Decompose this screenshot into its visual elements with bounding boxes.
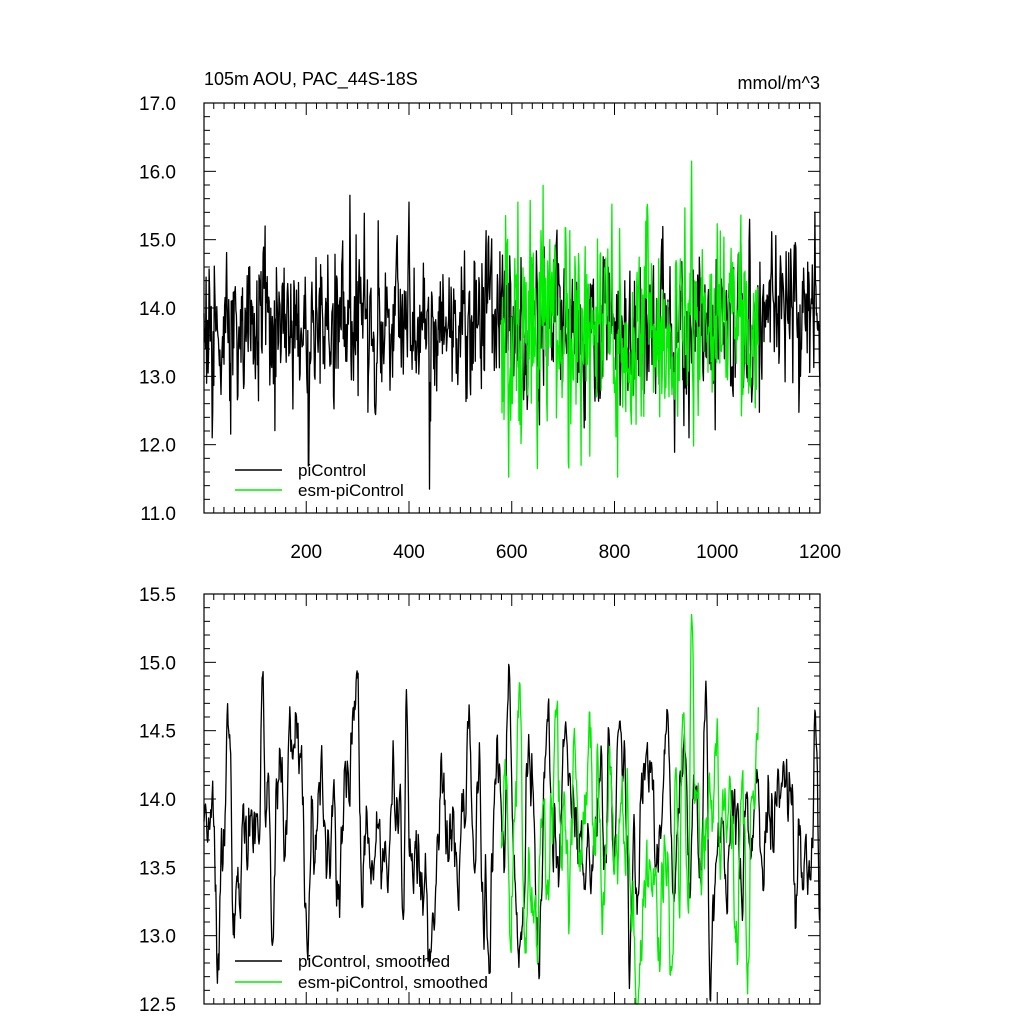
legend: piControl esm-piControl xyxy=(235,461,404,500)
x-tick-label: 1000 xyxy=(696,542,738,563)
y-tick-labels: 12.5 13.0 13.5 14.0 14.5 15.0 15.5 xyxy=(139,585,176,1016)
y-tick-label: 14.0 xyxy=(139,299,176,320)
y-tick-labels: 11.0 12.0 13.0 14.0 15.0 16.0 17.0 xyxy=(139,94,176,525)
y-tick-label: 15.5 xyxy=(139,585,176,606)
x-tick-label: 200 xyxy=(290,542,322,563)
legend-label-picontrol-smoothed: piControl, smoothed xyxy=(298,952,450,971)
panel-raw: 105m AOU, PAC_44S-18S mmol/m^3 11.012.01… xyxy=(139,69,841,563)
x-tick-label: 400 xyxy=(393,542,425,563)
y-tick-label: 13.0 xyxy=(139,927,176,948)
y-tick-label: 16.0 xyxy=(139,162,176,183)
series-line-esm-picontrol-smoothed xyxy=(500,613,759,1005)
x-tick-label: 600 xyxy=(496,542,528,563)
chart-title: 105m AOU, PAC_44S-18S xyxy=(204,69,418,90)
series-line-picontrol-smoothed xyxy=(203,663,821,1002)
y-tick-label: 11.0 xyxy=(140,504,176,525)
y-tick-label: 14.0 xyxy=(139,790,176,811)
x-tick-label: 800 xyxy=(599,542,631,563)
y-tick-label: 17.0 xyxy=(139,94,176,115)
plot-frame xyxy=(203,593,821,1005)
y-tick-label: 14.5 xyxy=(139,722,176,743)
series-lines xyxy=(203,613,821,1005)
legend: piControl, smoothed esm-piControl, smoot… xyxy=(235,952,488,992)
y-tick-label: 12.0 xyxy=(139,436,176,457)
x-tick-label: 1200 xyxy=(799,542,841,563)
legend-label-esm-picontrol-smoothed: esm-piControl, smoothed xyxy=(298,973,488,992)
x-tick-labels: 200 400 600 800 1000 1200 xyxy=(290,542,841,563)
series-line-esm-picontrol xyxy=(500,160,759,478)
y-tick-label: 13.5 xyxy=(139,858,176,879)
panel-smoothed: 12.5 13.0 13.5 14.0 14.5 15.0 15.5 piControl, … xyxy=(139,585,821,1016)
y-tick-label: 15.0 xyxy=(139,231,176,252)
plot-frame xyxy=(203,102,821,514)
series-lines xyxy=(203,160,821,490)
y-tick-label: 12.5 xyxy=(139,995,176,1016)
legend-label-esm-picontrol: esm-piControl xyxy=(298,481,404,500)
y-tick-label: 13.0 xyxy=(139,367,176,388)
legend-label-picontrol: piControl xyxy=(298,461,366,480)
units-label: mmol/m^3 xyxy=(738,73,820,93)
y-tick-label: 15.0 xyxy=(139,653,176,674)
